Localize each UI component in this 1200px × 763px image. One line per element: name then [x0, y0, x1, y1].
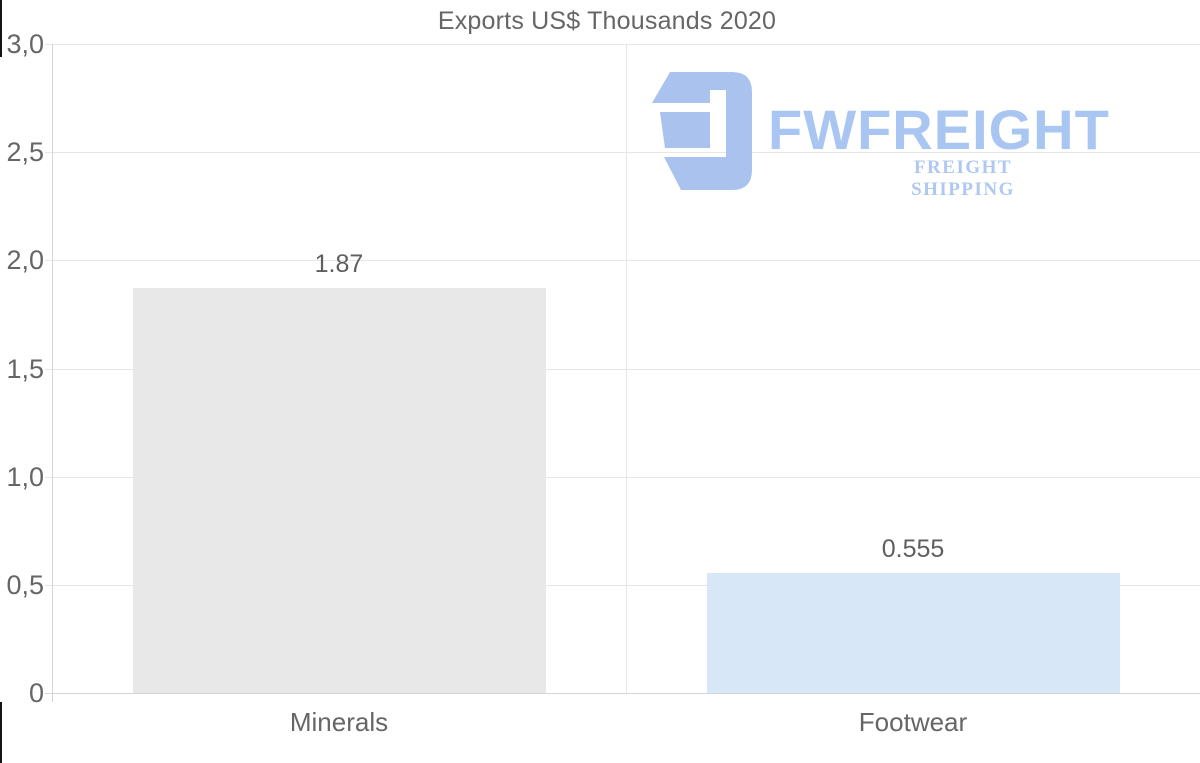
y-axis-tick-label: 0: [28, 678, 44, 708]
value-label-minerals: 1.87: [314, 250, 364, 278]
y-axis-tick-label: 1,0: [6, 462, 44, 492]
y-axis-tick-label: 2,0: [6, 245, 44, 275]
gridline: [45, 152, 1200, 153]
brand-tagline: FREIGHT SHIPPING: [911, 157, 1015, 200]
logo-glyph-outer: [652, 72, 752, 190]
category-divider-gridline: [626, 44, 627, 693]
y-axis-tick-label: 3,0: [6, 29, 44, 59]
value-label-footwear: 0.555: [881, 535, 945, 563]
x-axis-label-minerals: Minerals: [289, 707, 389, 737]
bar-footwear: [707, 573, 1120, 693]
y-axis-line: [52, 44, 53, 702]
y-axis-tick-label: 1,5: [6, 354, 44, 384]
y-axis-tick-label: 0,5: [6, 570, 44, 600]
gridline: [45, 260, 1200, 261]
chart-title: Exports US$ Thousands 2020: [437, 7, 777, 35]
x-axis-label-footwear: Footwear: [858, 707, 968, 737]
screenshot-edge-artifact-top: [0, 0, 2, 57]
watermark-logo: FWFREIGHT FREIGHT SHIPPING: [650, 71, 1150, 200]
fwfreight-logo-icon: [652, 72, 752, 190]
x-axis-baseline: [45, 693, 1200, 694]
gridline: [45, 44, 1200, 45]
gridline: [45, 585, 1200, 586]
gridline: [45, 477, 1200, 478]
brand-name: FWFREIGHT: [768, 98, 1110, 161]
bar-minerals: [133, 288, 546, 693]
gridline: [45, 369, 1200, 370]
y-axis-tick-label: 2,5: [6, 137, 44, 167]
logo-glyph-middle-bar: [660, 112, 710, 148]
screenshot-edge-artifact-bottom: [0, 702, 2, 763]
